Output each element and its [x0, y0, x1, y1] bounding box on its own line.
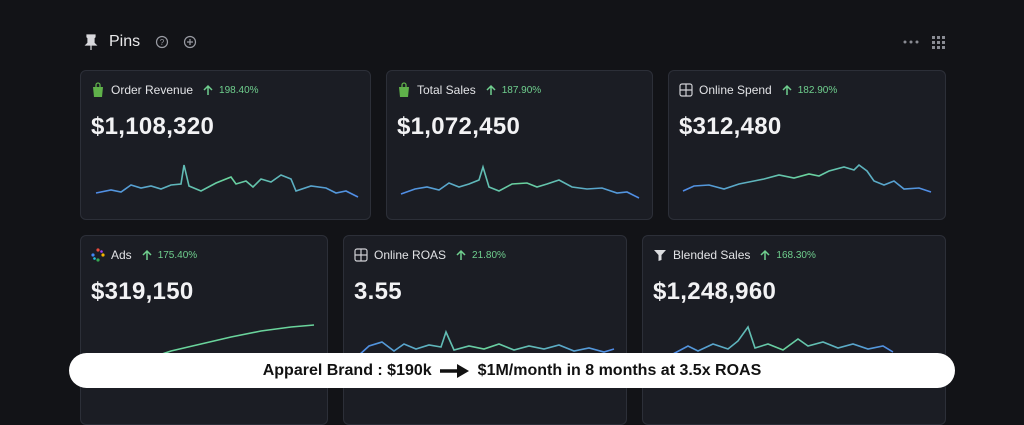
header-icons[interactable]: ?: [155, 35, 199, 49]
svg-text:?: ?: [160, 38, 165, 47]
card-value: $312,480: [679, 113, 782, 140]
pin-icon: [84, 34, 98, 50]
shopify-icon: [93, 82, 103, 97]
card-title: Online ROAS: [374, 248, 447, 262]
card-title: Ads: [111, 248, 132, 262]
card-title: Blended Sales: [673, 248, 751, 262]
caption-banner: Apparel Brand : $190k $1M/month in 8 mon…: [69, 353, 955, 388]
sparkline: [682, 163, 932, 193]
sparkline: [95, 164, 359, 198]
up-arrow: [486, 84, 496, 95]
card[interactable]: Order Revenue 198.40% $1,108,320: [80, 70, 371, 220]
pins-title: Pins: [109, 33, 141, 50]
caption-after: $1M/month in 8 months at 3.5x ROAS: [477, 361, 762, 379]
card[interactable]: Online Spend 182.90% $312,480: [668, 70, 946, 220]
menu-icons[interactable]: [903, 35, 949, 49]
up-arrow: [456, 249, 466, 260]
card-title: Online Spend: [699, 83, 772, 97]
grid-icon: [354, 248, 368, 262]
card-change: 182.90%: [797, 84, 838, 96]
card[interactable]: Total Sales 187.90% $1,072,450: [386, 70, 653, 220]
sparkline: [400, 164, 640, 199]
card-value: $1,248,960: [653, 278, 777, 305]
sparkline: [140, 324, 315, 362]
card-value: $1,072,450: [397, 113, 521, 140]
card[interactable]: Ads 175.40% $319,150: [80, 235, 328, 425]
card-change: 198.40%: [219, 84, 259, 96]
up-arrow: [142, 249, 152, 260]
funnel-icon: [654, 250, 666, 261]
up-arrow: [782, 84, 792, 95]
sparkline: [672, 325, 894, 355]
card-change: 168.30%: [776, 249, 816, 261]
shopify-icon: [399, 82, 409, 97]
card-title: Total Sales: [417, 83, 476, 97]
page: Pins ? Order Revenue 198.40% $1,108,320 T…: [69, 33, 955, 425]
card-value: $319,150: [91, 278, 194, 305]
ads-icon: [91, 248, 105, 262]
caption-before: Apparel Brand : $190k: [262, 361, 432, 379]
card-title: Order Revenue: [111, 83, 194, 97]
card-change: 175.40%: [157, 249, 198, 261]
card-change: 187.90%: [501, 84, 542, 96]
card-value: 3.55: [354, 278, 402, 305]
up-arrow: [760, 249, 770, 260]
card[interactable]: Online ROAS 21.80% 3.55: [343, 235, 627, 425]
card[interactable]: Blended Sales 168.30% $1,248,960: [642, 235, 946, 425]
caption-arrow: [439, 363, 469, 378]
card-change: 21.80%: [472, 249, 506, 261]
card-value: $1,108,320: [91, 113, 215, 140]
grid-icon: [679, 83, 693, 97]
sparkline: [357, 329, 615, 357]
up-arrow: [203, 84, 213, 95]
